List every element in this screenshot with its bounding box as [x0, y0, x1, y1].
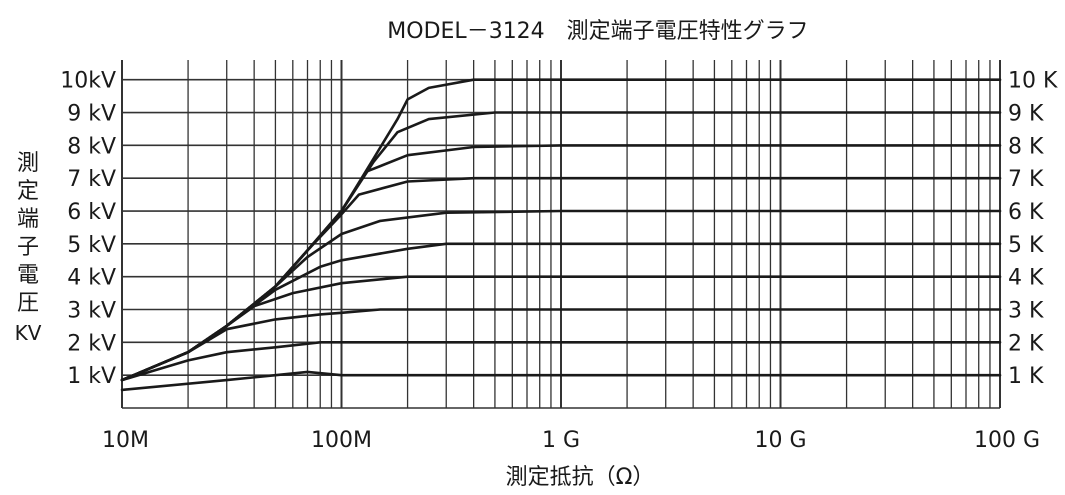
series-label: 6 K	[1008, 200, 1044, 225]
x-tick-label: 100 G	[974, 428, 1040, 453]
y-tick-label: 7 kV	[67, 167, 116, 192]
series-label: 4 K	[1008, 266, 1044, 291]
series-line-1	[120, 370, 1002, 392]
series-label: 5 K	[1008, 233, 1044, 258]
chart-title: MODEL－3124 測定端子電圧特性グラフ	[387, 19, 808, 44]
y-tick-label: 2 kV	[67, 331, 116, 356]
y-tick-label: 9 kV	[67, 102, 116, 127]
y-axis-label-char: 電	[17, 263, 39, 288]
series-label: 3 K	[1008, 299, 1044, 324]
series-label: 9 K	[1008, 102, 1044, 127]
x-tick-label: 10M	[102, 428, 149, 453]
y-axis-label-char: 圧	[17, 291, 39, 316]
y-tick-label: 10kV	[60, 69, 116, 94]
series-label: 7 K	[1008, 167, 1044, 192]
series-line-2	[120, 341, 1002, 382]
y-tick-label: 8 kV	[67, 134, 116, 159]
y-tick-label: 6 kV	[67, 200, 116, 225]
x-axis-label: 測定抵抗（Ω）	[506, 465, 655, 490]
x-tick-label: 1 G	[542, 428, 580, 453]
y-tick-label: 5 kV	[67, 233, 116, 258]
y-axis-unit: KV	[15, 321, 42, 345]
y-axis-label-char: 子	[17, 235, 39, 260]
series-label: 10 K	[1008, 69, 1058, 94]
series-label: 2 K	[1008, 331, 1044, 356]
y-axis-label-char: 測	[17, 151, 39, 176]
x-tick-label: 100M	[311, 428, 372, 453]
y-tick-label: 3 kV	[67, 299, 116, 324]
y-tick-label: 4 kV	[67, 266, 116, 291]
y-axis-label-char: 定	[17, 179, 39, 204]
y-axis-label: 測定端子電圧 KV	[15, 151, 42, 345]
series-line-10	[120, 78, 1002, 382]
series-label: 8 K	[1008, 134, 1044, 159]
series-label: 1 K	[1008, 364, 1044, 389]
axis-labels: 1 kV 2 kV 3 kV 4 kV 5 kV 6 kV 7 kV 8 kV 9 kV 10kV…	[60, 69, 1058, 453]
y-tick-label: 1 kV	[67, 364, 116, 389]
x-tick-label: 10 G	[754, 428, 806, 453]
series-lines	[120, 78, 1002, 392]
y-axis-label-char: 端	[17, 207, 39, 232]
